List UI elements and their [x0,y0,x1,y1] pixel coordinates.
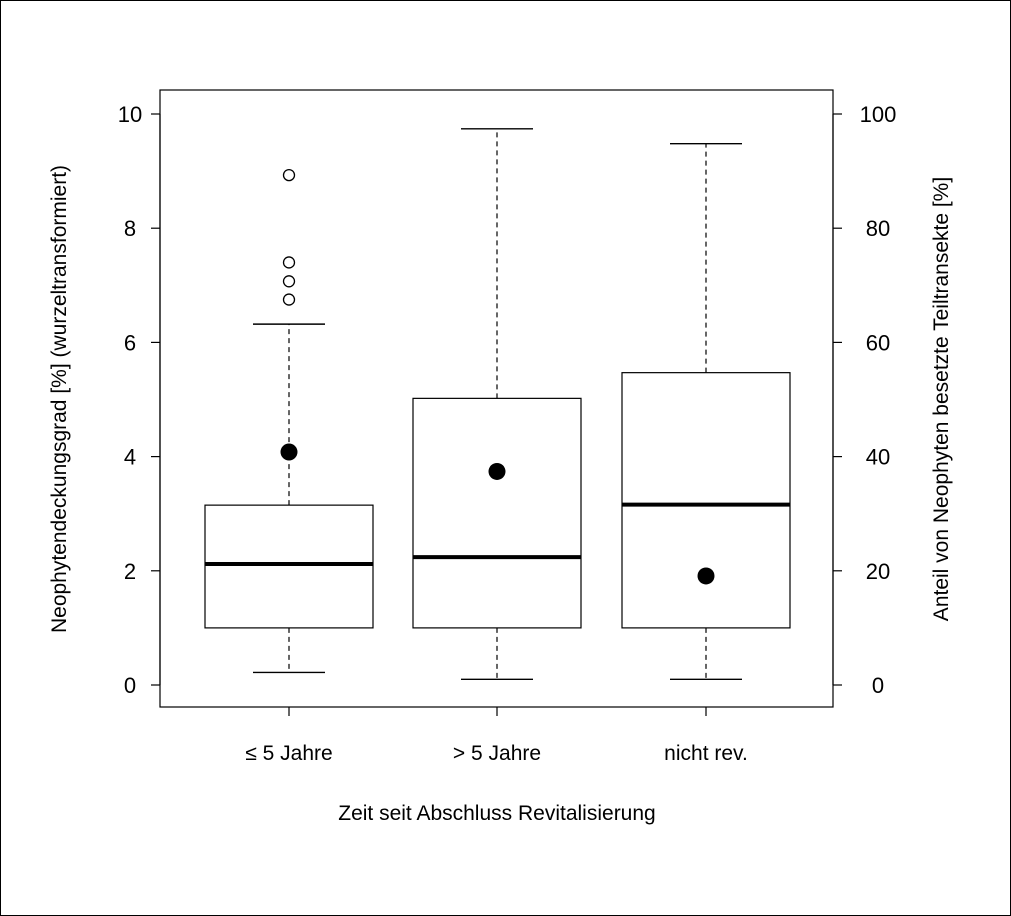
x-tick-label: nicht rev. [664,742,748,765]
right-tick-label: 100 [860,102,897,127]
right-y-axis-label: Anteil von Neophyten besetzte Teiltranse… [930,177,953,621]
right-tick-label: 60 [866,330,890,355]
outlier-point [282,275,296,288]
box [204,504,374,629]
x-axis-label: Zeit seit Abschluss Revitalisierung [338,802,655,825]
outlier-point [282,168,296,182]
right-axis-point [488,462,506,480]
x-tick-label: ≤ 5 Jahre [245,742,332,765]
left-tick-label: 4 [124,445,136,470]
left-y-axis-label: Neophytendeckungsgrad [%] (wurzeltransfo… [48,165,71,633]
box [412,397,582,629]
box-group [412,128,582,680]
right-y-axis: 0 20 40 60 80 100 [832,102,897,698]
right-axis-points [280,443,715,585]
box-group [204,168,374,674]
x-tick-label: > 5 Jahre [453,742,541,765]
x-axis: ≤ 5 Jahre > 5 Jahre nicht rev. [245,707,748,765]
box-group [621,142,791,680]
left-tick-label: 0 [124,673,136,698]
right-axis-point [697,567,715,585]
outlier-point [282,256,296,269]
right-tick-label: 40 [866,445,890,470]
left-tick-label: 2 [124,559,136,584]
left-y-axis: 0 2 4 6 8 10 [118,102,161,698]
left-tick-label: 6 [124,330,136,355]
right-tick-label: 20 [866,559,890,584]
left-tick-label: 10 [118,102,142,127]
boxes [204,128,791,680]
right-tick-label: 0 [872,673,884,698]
right-tick-label: 80 [866,216,890,241]
box [621,372,791,629]
outlier-point [282,293,296,306]
right-axis-point [280,443,298,461]
left-tick-label: 8 [124,216,136,241]
